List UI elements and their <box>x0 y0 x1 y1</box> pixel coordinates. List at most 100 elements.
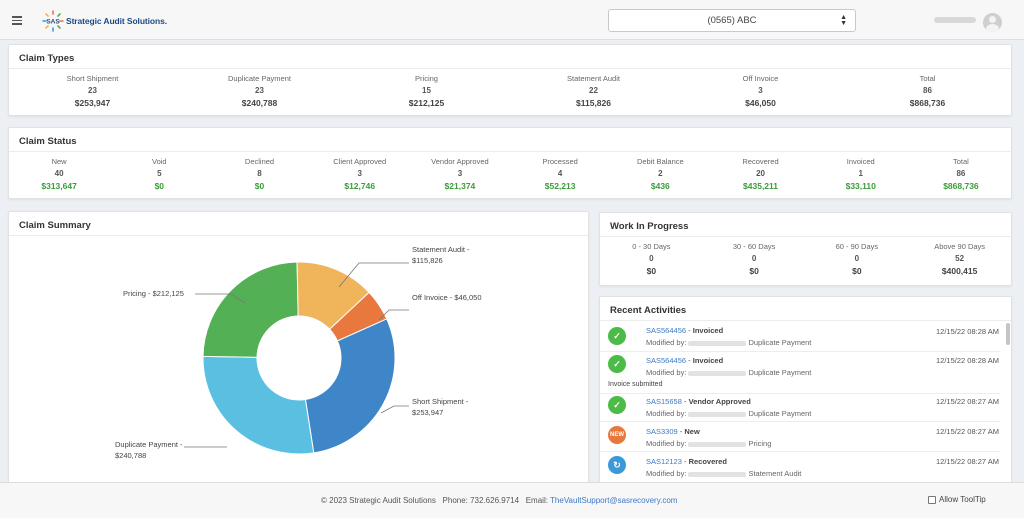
allow-tooltip-checkbox[interactable] <box>928 495 936 504</box>
claim-status-new[interactable]: New 40 $313,647 <box>9 156 109 192</box>
claim-types-title: Claim Types <box>9 45 1011 69</box>
stat-count: 23 <box>88 86 97 95</box>
claim-status-client-approved[interactable]: Client Approved 3 $12,746 <box>310 156 410 192</box>
footer-email-label: Email: <box>525 496 548 505</box>
claim-type-duplicate-payment[interactable]: Duplicate Payment 23 $240,788 <box>176 73 343 109</box>
menu-icon[interactable] <box>12 16 22 25</box>
claim-status-card: Claim Status New 40 $313,647 Void 5 $0 D… <box>8 127 1012 199</box>
pie-slice-pricing[interactable] <box>202 261 299 358</box>
new-icon: NEW <box>608 426 626 444</box>
claim-id-link[interactable]: SAS564456 <box>646 356 687 365</box>
claim-status-invoiced[interactable]: Invoiced 1 $33,110 <box>811 156 911 192</box>
claim-type-statement-audit[interactable]: Statement Audit 22 $115,826 <box>510 73 677 109</box>
claim-type-off-invoice[interactable]: Off Invoice 3 $46,050 <box>677 73 844 109</box>
select-arrows-icon: ▲ ▼ <box>840 14 847 27</box>
stat-count: 86 <box>956 169 966 178</box>
wip-above-90-days[interactable]: Above 90 Days 52 $400,415 <box>908 241 1011 277</box>
label-statement-audit: Statement Audit - $115,826 <box>412 244 470 266</box>
activity-modified: Modified by: Duplicate Payment <box>646 338 811 347</box>
claim-status-total[interactable]: Total 86 $868,736 <box>911 156 1011 192</box>
footer-copyright: © 2023 Strategic Audit Solutions <box>321 496 436 505</box>
claim-status-declined[interactable]: Declined 8 $0 <box>209 156 309 192</box>
allow-tooltip-toggle[interactable]: Allow ToolTip <box>928 495 986 504</box>
check-icon: ✓ <box>608 396 626 414</box>
stat-amount: $0 <box>646 266 657 276</box>
label-duplicate-payment-value: $240,788 <box>115 451 147 460</box>
claim-type-total[interactable]: Total 86 $868,736 <box>844 73 1011 109</box>
claim-status-vendor-approved[interactable]: Vendor Approved 3 $21,374 <box>410 156 510 192</box>
claim-status-processed[interactable]: Processed 4 $52,213 <box>510 156 610 192</box>
footer: © 2023 Strategic Audit Solutions Phone: … <box>0 482 1024 518</box>
claim-status-title: Claim Status <box>9 128 1011 152</box>
stat-amount: $240,788 <box>241 98 278 108</box>
pie-slice-duplicate-payment[interactable] <box>202 355 315 455</box>
stat-label: Duplicate Payment <box>228 74 291 83</box>
sas-logo-icon: SAS <box>42 10 64 32</box>
activity-modified: Modified by: Statement Audit <box>646 469 801 478</box>
claim-types-card: Claim Types Short Shipment 23 $253,947 D… <box>8 44 1012 116</box>
claim-status-void[interactable]: Void 5 $0 <box>109 156 209 192</box>
stat-count: 0 <box>751 254 757 263</box>
stat-amount: $0 <box>749 266 759 276</box>
claim-status-debit-balance[interactable]: Debit Balance 2 $436 <box>610 156 710 192</box>
stat-label: Total <box>953 157 969 166</box>
stat-amount: $0 <box>852 266 862 276</box>
claim-id-link[interactable]: SAS3309 <box>646 427 678 436</box>
stat-label: Total <box>919 74 936 83</box>
stat-label: Off Invoice <box>742 74 779 83</box>
account-select[interactable]: (0565) ABC ▲ ▼ <box>608 9 856 32</box>
label-statement-audit-text: Statement Audit - <box>412 245 470 254</box>
activity-status: Invoiced <box>692 326 724 335</box>
stat-amount: $0 <box>154 181 165 191</box>
stat-count: 15 <box>422 86 431 95</box>
wip-60-90-days[interactable]: 60 - 90 Days 0 $0 <box>806 241 909 277</box>
activity-modified: Modified by: Duplicate Payment <box>646 409 811 418</box>
stat-count: 22 <box>589 86 598 95</box>
stat-amount: $400,415 <box>941 266 978 276</box>
stat-count: 8 <box>257 169 262 178</box>
label-statement-audit-value: $115,826 <box>412 256 443 265</box>
stat-amount: $115,826 <box>576 98 611 108</box>
label-short-shipment-value: $253,947 <box>412 408 444 417</box>
stat-label: Client Approved <box>333 157 387 166</box>
avatar[interactable] <box>983 13 1002 32</box>
stat-count: 86 <box>923 86 932 95</box>
pie-slice-off-invoice[interactable] <box>328 291 388 342</box>
activities-scrollbar[interactable] <box>1006 323 1010 345</box>
stat-amount: $52,213 <box>544 181 576 191</box>
claim-id-link[interactable]: SAS12123 <box>646 457 682 466</box>
stat-count: 3 <box>357 169 362 178</box>
stat-count: 0 <box>649 254 654 263</box>
stat-count: 3 <box>457 169 463 178</box>
stat-count: 3 <box>758 86 763 95</box>
stat-count: 23 <box>255 86 264 95</box>
logo-text: Strategic Audit Solutions. <box>66 16 167 26</box>
claim-id-link[interactable]: SAS15658 <box>646 397 682 406</box>
claim-id-link[interactable]: SAS564456 <box>646 326 687 335</box>
stat-label: Processed <box>542 157 578 166</box>
wip-0-30-days[interactable]: 0 - 30 Days 0 $0 <box>600 241 703 277</box>
leader-off-invoice <box>378 309 409 321</box>
stat-amount: $33,110 <box>845 181 876 191</box>
logo[interactable]: SAS Strategic Audit Solutions. <box>42 10 167 32</box>
stat-count: 1 <box>858 169 863 178</box>
stat-amount: $868,736 <box>909 98 946 108</box>
stat-count: 20 <box>756 169 765 178</box>
label-pricing: Pricing - $212,125 <box>123 289 184 298</box>
activity-claim-type: Duplicate Payment <box>748 409 812 418</box>
claim-type-pricing[interactable]: Pricing 15 $212,125 <box>343 73 510 109</box>
stat-count: 2 <box>658 169 663 178</box>
footer-email-link[interactable]: TheVaultSupport@sasrecovery.com <box>550 496 678 505</box>
user-name[interactable] <box>934 17 976 23</box>
check-icon: ✓ <box>608 355 626 373</box>
activity-status: Recovered <box>688 457 727 466</box>
claim-type-short-shipment[interactable]: Short Shipment 23 $253,947 <box>9 73 176 109</box>
recent-activities-title: Recent Activities <box>600 297 1011 321</box>
activity-item: SAS15658 - Vendor Approved <box>646 397 751 406</box>
pie-slice-short-shipment[interactable] <box>304 318 396 454</box>
stat-count: 0 <box>854 254 860 263</box>
footer-phone: Phone: 732.626.9714 <box>442 496 520 505</box>
claim-status-recovered[interactable]: Recovered 20 $435,211 <box>710 156 810 192</box>
activity-modified: Modified by: Duplicate Payment <box>646 368 811 377</box>
wip-30-60-days[interactable]: 30 - 60 Days 0 $0 <box>703 241 806 277</box>
